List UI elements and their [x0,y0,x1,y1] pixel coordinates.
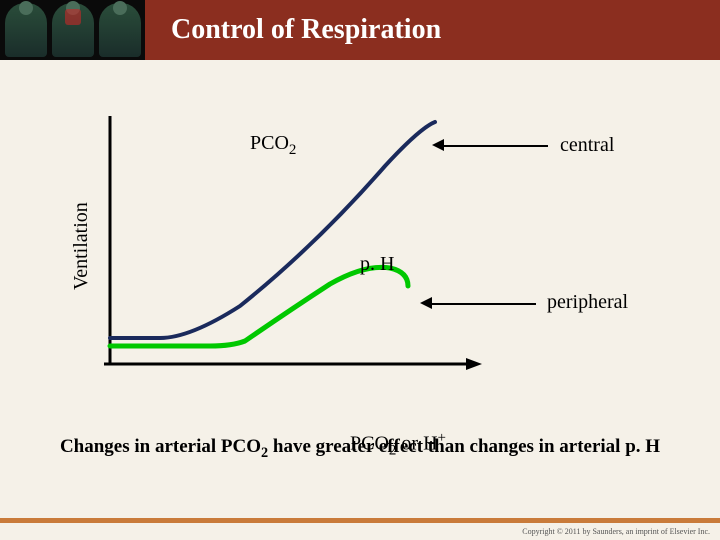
slide-title: Control of Respiration [145,0,720,60]
anatomy-thumbnail [0,0,145,60]
copyright-text: Copyright © 2011 by Saunders, an imprint… [522,527,710,536]
series-ph-label: p. H [360,253,394,276]
series-pco2-label: PCO2 [250,132,296,159]
slide-header: Control of Respiration [0,0,720,60]
peripheral-label: peripheral [547,291,628,314]
body-figure [5,3,47,57]
body-figure [99,3,141,57]
arrow-head [420,297,432,309]
x-axis-arrowhead [466,358,482,370]
arrow-line [444,145,548,147]
arrow-line [432,303,536,305]
chart-svg [90,116,530,396]
slide-footer: Copyright © 2011 by Saunders, an imprint… [0,518,720,540]
slide-content: Ventilation PCO2 central p. H peripheral… [0,60,720,518]
ventilation-chart [90,116,530,396]
series-ph-line [110,267,408,346]
arrow-head [432,139,444,151]
caption: Changes in arterial PCO2 have greater ef… [0,436,720,462]
central-label: central [560,134,614,157]
body-figure [52,3,94,57]
